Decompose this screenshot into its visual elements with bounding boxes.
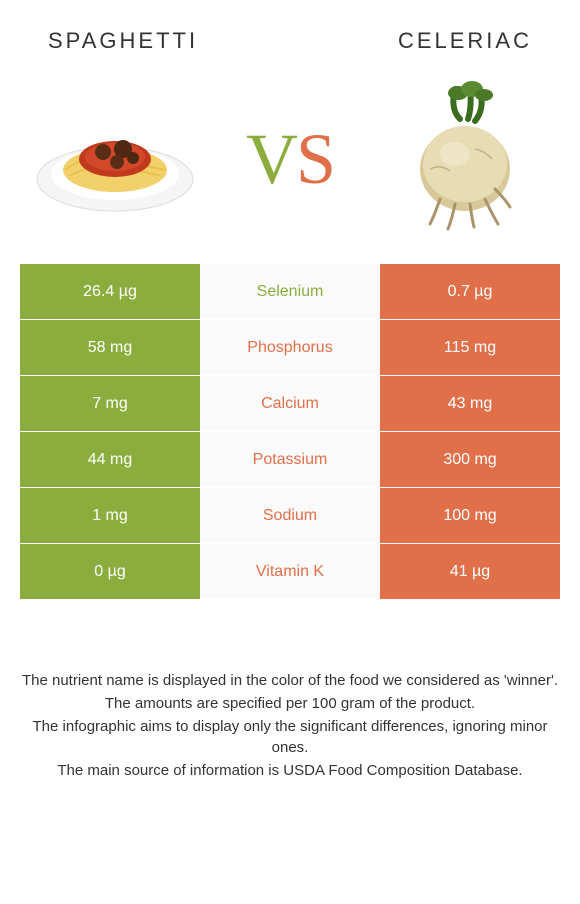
cell-nutrient-label: Potassium <box>200 432 380 487</box>
cell-nutrient-label: Vitamin K <box>200 544 380 599</box>
table-row: 0 µgVitamin K41 µg <box>20 544 560 600</box>
food-right-title: celeriac <box>398 28 532 54</box>
cell-left-value: 0 µg <box>20 544 200 599</box>
spaghetti-image <box>30 84 200 234</box>
images-row: VS <box>0 64 580 264</box>
footer-line: The infographic aims to display only the… <box>18 716 562 758</box>
footer-line: The main source of information is USDA F… <box>18 760 562 781</box>
footer-line: The amounts are specified per 100 gram o… <box>18 693 562 714</box>
cell-nutrient-label: Selenium <box>200 264 380 319</box>
cell-left-value: 44 mg <box>20 432 200 487</box>
vs-s: S <box>296 119 334 199</box>
footer-line: The nutrient name is displayed in the co… <box>18 670 562 691</box>
cell-nutrient-label: Sodium <box>200 488 380 543</box>
vs-v: V <box>246 119 296 199</box>
cell-left-value: 1 mg <box>20 488 200 543</box>
cell-right-value: 300 mg <box>380 432 560 487</box>
food-left-title: spaghetti <box>48 28 198 54</box>
cell-nutrient-label: Calcium <box>200 376 380 431</box>
cell-left-value: 26.4 µg <box>20 264 200 319</box>
table-row: 7 mgCalcium43 mg <box>20 376 560 432</box>
cell-right-value: 100 mg <box>380 488 560 543</box>
table-row: 58 mgPhosphorus115 mg <box>20 320 560 376</box>
cell-right-value: 0.7 µg <box>380 264 560 319</box>
cell-nutrient-label: Phosphorus <box>200 320 380 375</box>
footer-notes: The nutrient name is displayed in the co… <box>0 600 580 781</box>
cell-left-value: 7 mg <box>20 376 200 431</box>
cell-left-value: 58 mg <box>20 320 200 375</box>
cell-right-value: 41 µg <box>380 544 560 599</box>
cell-right-value: 43 mg <box>380 376 560 431</box>
vs-label: VS <box>246 123 334 195</box>
cell-right-value: 115 mg <box>380 320 560 375</box>
table-row: 1 mgSodium100 mg <box>20 488 560 544</box>
nutrient-table: 26.4 µgSelenium0.7 µg58 mgPhosphorus115 … <box>20 264 560 600</box>
header: spaghetti celeriac <box>0 0 580 64</box>
table-row: 26.4 µgSelenium0.7 µg <box>20 264 560 320</box>
table-row: 44 mgPotassium300 mg <box>20 432 560 488</box>
celeriac-image <box>380 84 550 234</box>
